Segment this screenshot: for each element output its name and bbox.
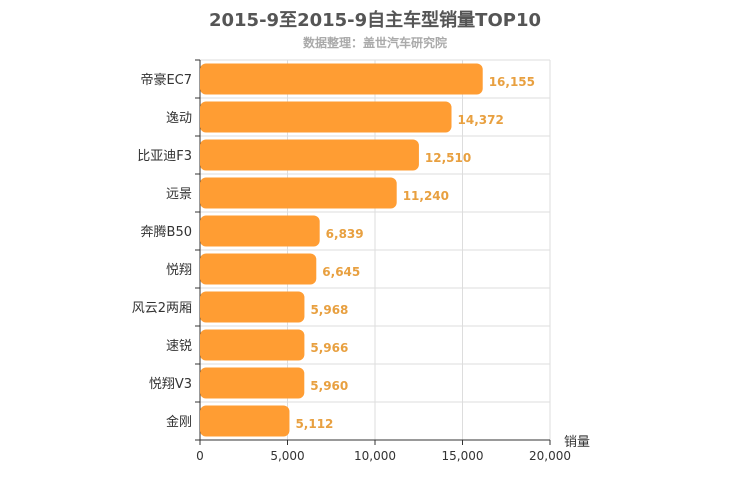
category-label: 风云2两厢 bbox=[132, 301, 192, 316]
bar bbox=[200, 215, 320, 247]
category-label: 奔腾B50 bbox=[141, 224, 192, 240]
category-label: 远景 bbox=[166, 187, 192, 202]
data-label: 5,960 bbox=[310, 379, 348, 393]
bar bbox=[200, 177, 397, 209]
bar bbox=[200, 253, 317, 285]
x-axis-name: 销量 bbox=[564, 435, 590, 450]
category-label: 逸动 bbox=[166, 111, 192, 126]
x-tick-label: 10,000 bbox=[354, 449, 396, 463]
data-label: 11,240 bbox=[403, 189, 449, 203]
category-label: 速锐 bbox=[166, 339, 192, 354]
category-label: 金刚 bbox=[166, 414, 192, 430]
category-label: 悦翔 bbox=[166, 263, 192, 278]
bar bbox=[200, 101, 452, 133]
category-label: 比亚迪F3 bbox=[137, 149, 192, 164]
x-tick-label: 5,000 bbox=[270, 449, 304, 463]
data-label: 6,839 bbox=[326, 227, 364, 241]
chart-title: 2015-9至2015-9自主车型销量TOP10 bbox=[208, 10, 541, 31]
bar bbox=[200, 63, 483, 95]
chart-subtitle: 数据整理：盖世汽车研究院 bbox=[302, 36, 447, 50]
bar bbox=[200, 291, 305, 323]
category-label: 悦翔V3 bbox=[149, 377, 192, 392]
data-label: 6,645 bbox=[322, 265, 360, 279]
data-label: 5,112 bbox=[295, 417, 333, 431]
bar bbox=[200, 139, 419, 171]
data-label: 5,966 bbox=[310, 341, 348, 355]
x-tick-label: 15,000 bbox=[442, 449, 484, 463]
bar bbox=[200, 329, 305, 361]
data-label: 12,510 bbox=[425, 151, 471, 165]
bar bbox=[200, 367, 305, 399]
x-tick-label: 0 bbox=[196, 449, 204, 463]
bar bbox=[200, 405, 290, 437]
data-label: 14,372 bbox=[458, 113, 504, 127]
data-label: 5,968 bbox=[310, 303, 348, 317]
x-tick-label: 20,000 bbox=[529, 449, 571, 463]
data-label: 16,155 bbox=[489, 75, 535, 89]
category-label: 帝豪EC7 bbox=[140, 72, 192, 88]
